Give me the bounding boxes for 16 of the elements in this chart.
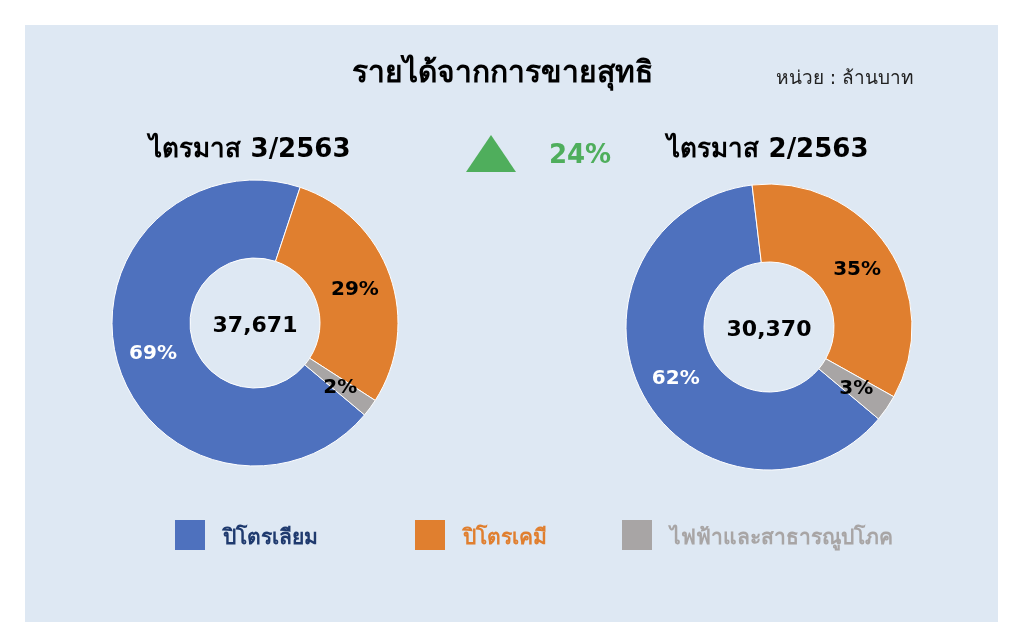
legend-label: ปิโตรเคมี bbox=[461, 524, 547, 549]
data-label: 62% bbox=[651, 365, 700, 390]
text: 24% bbox=[548, 139, 612, 169]
data-label: 69% bbox=[129, 339, 177, 364]
data-label: 35% bbox=[833, 256, 882, 281]
chart-title: ไตรมาส 3/2563 bbox=[146, 132, 351, 163]
data-label: 2% bbox=[323, 373, 358, 398]
legend-label: ปิโตรเลียม bbox=[221, 524, 318, 549]
legend-label: ไฟฟ้าและสาธารณูปโภค bbox=[668, 524, 893, 551]
chart-title: ไตรมาส 2/2563 bbox=[664, 132, 869, 163]
data-label: 3% bbox=[839, 375, 874, 400]
text: 37,671 bbox=[212, 312, 298, 337]
text: รายได้จากการขายสุทธิ bbox=[351, 54, 653, 91]
data-label: 29% bbox=[331, 275, 379, 300]
text: 30,370 bbox=[726, 316, 812, 341]
text: หน่วย : ล้านบาท bbox=[775, 66, 915, 88]
